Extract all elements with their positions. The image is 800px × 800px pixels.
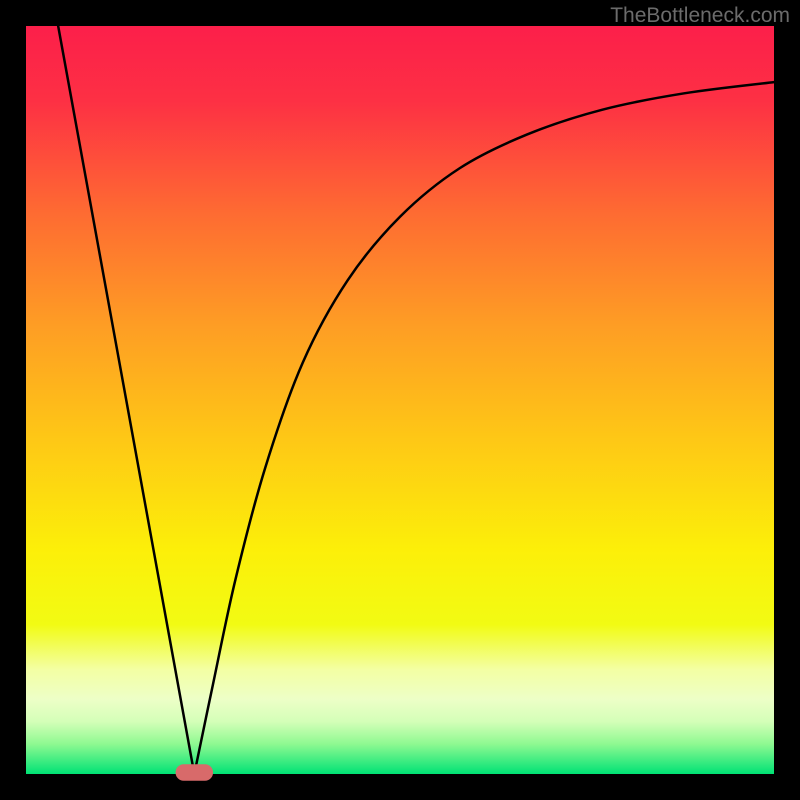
minimum-marker (176, 764, 213, 780)
bottleneck-chart: TheBottleneck.com (0, 0, 800, 800)
chart-svg (0, 0, 800, 800)
plot-background (26, 26, 774, 774)
frame-bottom (0, 774, 800, 800)
frame-left (0, 0, 26, 800)
frame-right (774, 0, 800, 800)
watermark-text: TheBottleneck.com (610, 4, 790, 28)
